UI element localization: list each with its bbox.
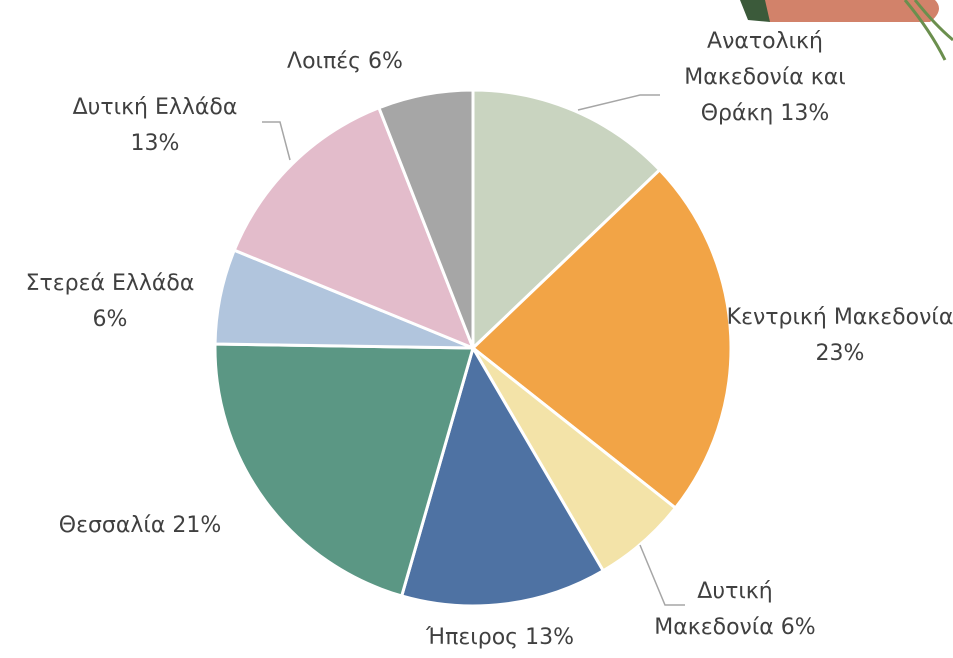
value-label: 21% (172, 513, 221, 538)
slice-label: Δυτική Μακεδονία 6% (635, 574, 835, 646)
slice-label: Θεσσαλία 21% (20, 508, 260, 544)
value-label: 6% (781, 615, 816, 640)
slice-label: Λοιπές 6% (265, 44, 425, 80)
value-label: 13% (131, 131, 180, 156)
category-label: Θεσσαλία (59, 513, 166, 538)
category-label: Δυτική Μακεδονία (654, 579, 774, 640)
value-label: 23% (816, 341, 865, 366)
category-label: Λοιπές (287, 49, 361, 74)
value-label: 6% (93, 307, 128, 332)
slice-label: Ανατολική Μακεδονία και Θράκη 13% (665, 24, 865, 132)
value-label: 13% (780, 101, 829, 126)
value-label: 6% (368, 49, 403, 74)
page: Ανατολική Μακεδονία και Θράκη 13% Κεντρικ… (0, 0, 953, 658)
slice-label: Ήπειρος 13% (400, 620, 600, 656)
slice-label: Κεντρική Μακεδονία 23% (725, 300, 953, 372)
slices (215, 90, 731, 606)
slice-label: Δυτική Ελλάδα 13% (45, 90, 265, 162)
value-label: 13% (525, 625, 574, 650)
category-label: Δυτική Ελλάδα (73, 95, 238, 120)
category-label: Στερεά Ελλάδα (26, 271, 195, 296)
slice-label: Στερεά Ελλάδα 6% (5, 266, 215, 338)
category-label: Κεντρική Μακεδονία (727, 305, 953, 330)
category-label: Ήπειρος (426, 625, 518, 650)
